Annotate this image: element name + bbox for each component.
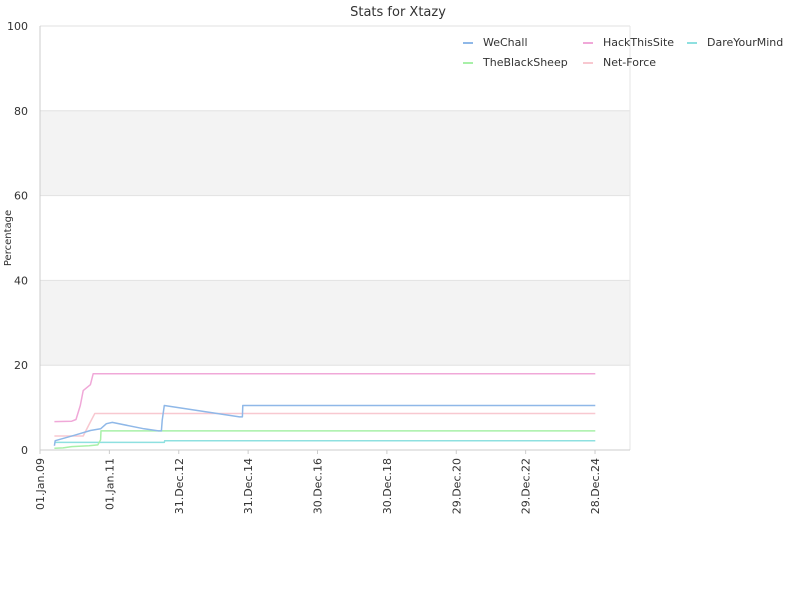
x-tick-label: 30.Dec.16 [312,458,325,514]
axes [39,26,631,451]
x-tick-label: 31.Dec.14 [242,458,255,514]
series-line-net-force [54,412,596,437]
legend-label: TheBlackSheep [482,56,568,69]
y-tick-label: 20 [14,359,28,372]
y-tick-labels: 0 20 40 60 80 100 [7,20,28,457]
legend-label: DareYourMind [707,36,783,49]
legend-item: HackThisSite [583,36,674,49]
plot-band [40,280,630,366]
series-line-dareyourmind [54,439,596,444]
y-axis-label: Percentage [3,210,14,266]
legend-label: WeChall [483,36,528,49]
x-tick-label: 29.Dec.22 [520,458,533,514]
legend-item: Net-Force [583,56,656,69]
y-tick-label: 40 [14,274,28,287]
y-tick-label: 80 [14,105,28,118]
series-line-theblacksheep [54,430,596,450]
grid-lines [40,25,630,451]
y-tick-label: 0 [21,444,28,457]
legend-item: DareYourMind [687,36,783,49]
plot-bands [40,110,630,366]
legend-item: WeChall [463,36,528,49]
x-tick-label: 01.Jan.09 [34,458,47,510]
series-line-wechall [53,404,596,446]
chart-title: Stats for Xtazy [350,5,446,20]
series-line-hackthissite [54,372,596,423]
plot-band [40,110,630,196]
y-tick-label: 100 [7,20,28,33]
series-lines [53,372,596,450]
legend: WeChall HackThisSite DareYourMind TheBlackS… [463,36,783,69]
x-tick-label: 30.Dec.18 [381,458,394,514]
y-tick-label: 60 [14,190,28,203]
legend-label: Net-Force [603,56,656,69]
x-tick-labels: 01.Jan.09 01.Jan.11 31.Dec.12 31.Dec.14 30.D… [34,450,602,514]
legend-item: TheBlackSheep [463,56,568,69]
x-tick-label: 29.Dec.20 [450,458,463,514]
legend-label: HackThisSite [603,36,674,49]
x-tick-label: 31.Dec.12 [173,458,186,514]
x-tick-label: 28.Dec.24 [589,458,602,514]
x-tick-label: 01.Jan.11 [103,458,116,510]
